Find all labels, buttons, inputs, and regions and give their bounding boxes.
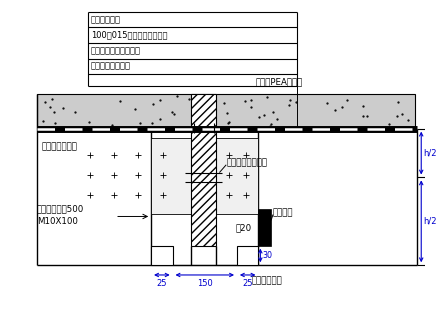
Text: 万偶列据水槽: 万偶列据水槽 <box>252 276 283 285</box>
Bar <box>151 246 173 265</box>
Text: 橡皮块板: 橡皮块板 <box>273 208 293 217</box>
Bar <box>151 138 191 213</box>
Bar <box>259 209 271 246</box>
Bar <box>237 246 259 265</box>
Text: 结构板（预制平）: 结构板（预制平） <box>91 62 131 71</box>
Text: 150: 150 <box>197 279 213 288</box>
Text: 100号015细石混凝土保护层: 100号015细石混凝土保护层 <box>91 31 167 40</box>
Text: 中置式橡皮止水带: 中置式橡皮止水带 <box>226 158 267 167</box>
Text: h/2: h/2 <box>423 149 436 157</box>
Text: 螺旋螺栓间距500: 螺旋螺栓间距500 <box>37 204 84 213</box>
Text: 混凝土保护层: 混凝土保护层 <box>91 15 121 24</box>
Text: M10X100: M10X100 <box>37 217 78 226</box>
Bar <box>191 94 216 246</box>
Text: 30: 30 <box>262 251 272 260</box>
Text: 聚丙乙盖泡沫板: 聚丙乙盖泡沫板 <box>42 143 78 152</box>
Bar <box>37 94 416 129</box>
Bar <box>216 138 259 213</box>
Text: h/2: h/2 <box>423 217 436 226</box>
Text: 25: 25 <box>157 279 167 288</box>
Text: 外贴式PEA止水带: 外贴式PEA止水带 <box>255 77 303 86</box>
Text: 25: 25 <box>242 279 253 288</box>
Text: 三层油膏氯丁防水涂料: 三层油膏氯丁防水涂料 <box>91 46 141 55</box>
Text: 厚20: 厚20 <box>236 224 252 233</box>
